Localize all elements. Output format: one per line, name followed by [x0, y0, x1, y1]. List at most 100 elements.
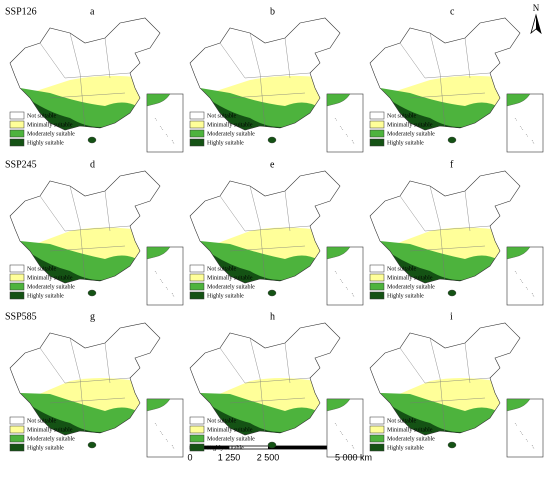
scale-label: 0 [187, 452, 192, 462]
legend-label: Minimally suitable [207, 427, 253, 433]
legend-label: Moderately suitable [207, 284, 255, 290]
legend-label: Highly suitable [387, 140, 424, 146]
legend-label: Not suitable [387, 266, 416, 272]
legend-swatch [9, 434, 25, 443]
legend-swatch [189, 273, 205, 282]
north-arrow: N [530, 3, 542, 35]
inset-islands [514, 117, 535, 145]
country-outline [189, 170, 341, 284]
legend-label: Minimally suitable [27, 122, 73, 128]
legend-swatch [369, 129, 385, 138]
legend-label: Moderately suitable [387, 436, 435, 442]
legend-label: Minimally suitable [27, 427, 73, 433]
legend-label: Not suitable [27, 266, 56, 272]
legend-label: Not suitable [27, 113, 56, 119]
legend-swatch [369, 273, 385, 282]
legend-label: Moderately suitable [387, 284, 435, 290]
legend-swatch [369, 443, 385, 452]
legend-label: Moderately suitable [387, 131, 435, 137]
legend-label: Not suitable [387, 418, 416, 424]
legend-swatch [9, 416, 25, 425]
south-sea-inset [506, 93, 544, 153]
country-outline [369, 17, 521, 131]
legend-label: Not suitable [207, 418, 236, 424]
province-lines [39, 32, 131, 129]
legend-swatch [9, 443, 25, 452]
legend-label: Highly suitable [207, 293, 244, 299]
legend-swatch [369, 425, 385, 434]
legend-label: Highly suitable [387, 293, 424, 299]
legend-label: Highly suitable [207, 445, 244, 451]
inset-islands [514, 422, 535, 450]
legend-swatch [189, 138, 205, 147]
hainan [267, 441, 277, 449]
province-lines [39, 185, 131, 282]
province-lines [399, 185, 491, 282]
legend-swatch [9, 264, 25, 273]
scale-label: 5 000 km [335, 452, 372, 462]
south-sea-inset [146, 246, 184, 306]
legend-swatch [9, 291, 25, 300]
legend-swatch [9, 282, 25, 291]
legend-swatch [9, 273, 25, 282]
hainan [447, 136, 457, 144]
country-outline [9, 17, 161, 131]
south-sea-inset [506, 398, 544, 458]
legend-label: Moderately suitable [207, 131, 255, 137]
legend-swatch [369, 282, 385, 291]
legend-label: Minimally suitable [387, 427, 433, 433]
legend-label: Highly suitable [207, 140, 244, 146]
legend-swatch [369, 138, 385, 147]
map-panel: h Not suitable Minimally suitable Moderatel… [189, 311, 364, 458]
legend: Not suitable Minimally suitable Moderately… [369, 416, 435, 452]
legend-swatch [189, 129, 205, 138]
inset-land [326, 246, 351, 260]
hainan [447, 289, 457, 297]
legend-swatch [9, 111, 25, 120]
panel-letter: f [450, 159, 454, 170]
legend-swatch [9, 129, 25, 138]
legend-swatch [189, 416, 205, 425]
legend: Not suitable Minimally suitable Moderately… [9, 264, 75, 300]
legend-swatch [9, 138, 25, 147]
legend-label: Highly suitable [387, 445, 424, 451]
south-sea-inset [326, 93, 364, 153]
legend-swatch [189, 264, 205, 273]
inset-land [326, 93, 351, 107]
map-panel: i Not suitable Minimally suitable Moderatel… [369, 311, 544, 458]
legend-swatch [189, 120, 205, 129]
legend-swatch [189, 434, 205, 443]
legend-label: Minimally suitable [207, 275, 253, 281]
panel-letter: d [90, 159, 95, 170]
province-lines [399, 32, 491, 129]
inset-land [146, 93, 171, 107]
south-sea-inset [326, 246, 364, 306]
legend-label: Minimally suitable [207, 122, 253, 128]
inset-islands [154, 422, 175, 450]
legend-swatch [189, 291, 205, 300]
inset-land [326, 398, 351, 412]
legend-swatch [369, 291, 385, 300]
country-outline [9, 170, 161, 284]
country-outline [189, 17, 341, 131]
legend-label: Not suitable [27, 418, 56, 424]
legend: Not suitable Minimally suitable Moderately… [189, 111, 255, 147]
legend-label: Not suitable [207, 266, 236, 272]
panel-letter: h [270, 311, 275, 322]
legend-swatch [189, 111, 205, 120]
hainan [267, 136, 277, 144]
legend: Not suitable Minimally suitable Moderately… [189, 416, 255, 452]
legend-swatch [189, 443, 205, 452]
legend-label: Highly suitable [27, 140, 64, 146]
hainan [87, 136, 97, 144]
legend: Not suitable Minimally suitable Moderately… [369, 111, 435, 147]
map-panel: b Not suitable Minimally suitable Moderatel… [189, 6, 364, 153]
panel-letter: e [270, 159, 275, 170]
legend: Not suitable Minimally suitable Moderately… [9, 111, 75, 147]
inset-islands [514, 270, 535, 298]
legend-swatch [9, 425, 25, 434]
legend-swatch [189, 425, 205, 434]
legend-label: Moderately suitable [27, 284, 75, 290]
hainan [447, 441, 457, 449]
